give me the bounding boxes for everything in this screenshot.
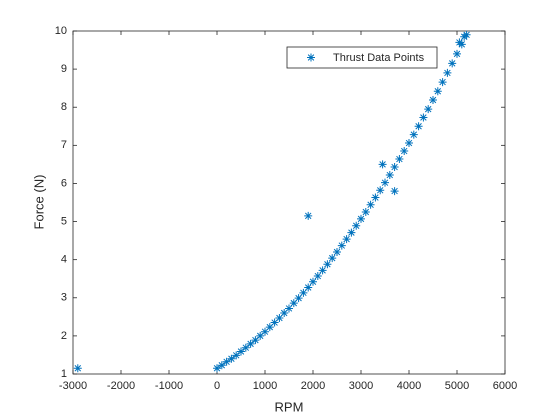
data-point: [294, 294, 303, 303]
y-tick-label: 6: [61, 177, 67, 189]
x-tick-label: 1000: [253, 380, 277, 392]
data-point: [438, 78, 447, 87]
data-point: [376, 186, 385, 195]
data-point: [232, 351, 241, 360]
x-tick-label: -2000: [107, 380, 135, 392]
data-point: [385, 171, 394, 180]
data-point: [328, 254, 337, 263]
y-tick-label: 8: [61, 101, 67, 113]
x-tick-label: 5000: [445, 380, 469, 392]
data-point: [251, 336, 260, 345]
data-point: [222, 357, 231, 366]
data-point: [285, 304, 293, 313]
data-point: [299, 288, 308, 297]
data-point: [448, 59, 457, 68]
data-point: [227, 354, 236, 363]
x-axis-label: RPM: [275, 399, 304, 414]
data-point: [361, 208, 370, 217]
data-point: [304, 211, 313, 220]
data-point: [414, 122, 423, 131]
x-tick-label: 3000: [349, 380, 373, 392]
data-point: [333, 248, 341, 257]
data-point: [366, 200, 375, 209]
data-point: [390, 187, 399, 196]
x-tick-label: 2000: [301, 380, 325, 392]
data-point: [424, 105, 433, 114]
y-tick-label: 7: [61, 139, 67, 151]
y-tick-label: 2: [61, 330, 67, 342]
data-point: [381, 178, 389, 187]
data-point: [318, 266, 327, 275]
data-point: [313, 272, 322, 281]
data-point: [309, 277, 317, 286]
data-point: [405, 139, 413, 148]
data-point: [270, 318, 279, 327]
data-point: [460, 32, 469, 41]
x-tick-label: 0: [214, 380, 220, 392]
data-point: [323, 260, 332, 269]
data-point: [342, 235, 351, 244]
data-point: [275, 313, 284, 322]
data-point: [246, 339, 255, 348]
data-point: [237, 347, 245, 356]
data-point: [357, 214, 365, 223]
y-tick-label: 4: [61, 254, 67, 266]
axes-box: [72, 30, 506, 375]
data-point: [395, 155, 404, 164]
x-tick-label: 6000: [493, 380, 517, 392]
x-tick-label: -3000: [59, 380, 87, 392]
y-tick-label: 3: [61, 292, 67, 304]
data-point: [304, 283, 313, 292]
data-point: [419, 113, 428, 122]
data-point: [280, 309, 289, 318]
data-point: [371, 193, 380, 202]
data-point: [289, 299, 298, 308]
y-tick-label: 10: [55, 25, 67, 37]
data-point: [347, 228, 356, 237]
x-tick-label: 4000: [397, 380, 421, 392]
legend-box: [286, 46, 438, 69]
data-point: [213, 364, 221, 373]
data-point: [455, 38, 464, 47]
legend-marker: [307, 53, 315, 62]
data-point: [256, 331, 265, 340]
data-point: [265, 323, 274, 332]
data-point: [453, 49, 461, 58]
data-point: [73, 364, 82, 373]
data-point: [337, 241, 346, 250]
x-tick-label: -1000: [155, 380, 183, 392]
data-point: [433, 87, 442, 96]
data-point: [400, 147, 409, 156]
y-tick-label: 1: [61, 368, 67, 380]
data-point: [352, 221, 361, 230]
y-axis-label: Force (N): [31, 175, 46, 230]
data-point: [429, 95, 437, 104]
legend-label: Thrust Data Points: [333, 52, 425, 64]
y-tick-label: 5: [61, 215, 67, 227]
data-point: [378, 160, 387, 169]
data-point: [241, 343, 250, 352]
data-point: [443, 68, 452, 77]
data-point: [217, 361, 226, 370]
data-point: [261, 327, 269, 336]
y-tick-label: 9: [61, 63, 67, 75]
data-point: [409, 130, 418, 139]
data-point: [390, 163, 399, 172]
